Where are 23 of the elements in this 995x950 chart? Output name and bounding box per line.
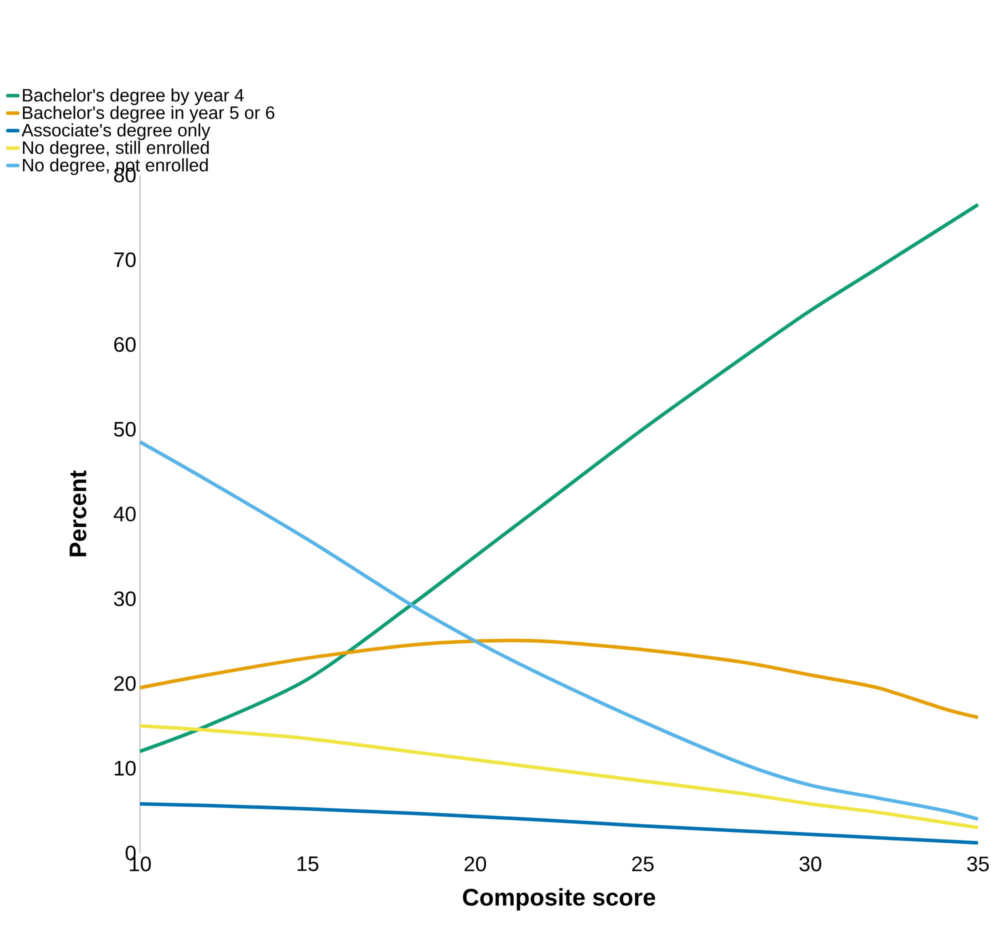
y-tick-label: 70	[114, 252, 136, 268]
x-tick-label: 20	[464, 856, 486, 872]
y-tick-label: 40	[114, 506, 136, 522]
x-axis-title: Composite score	[462, 888, 656, 910]
y-tick-label: 60	[114, 337, 136, 352]
line-series	[138, 202, 980, 754]
x-tick-label: 25	[632, 856, 654, 872]
line-series	[138, 638, 980, 720]
x-tick-label: 15	[298, 856, 318, 872]
line-series	[138, 802, 980, 845]
legend-label: Associate's degree only	[22, 123, 210, 140]
y-tick-label: 30	[114, 591, 136, 606]
x-tick-label: 35	[967, 856, 989, 872]
y-axis-title: Percent	[70, 470, 86, 556]
legend-label: Bachelor's degree in year 5 or 6	[23, 106, 274, 123]
y-tick-label: 20	[114, 676, 136, 691]
legend-label: Bachelor's degree by year 4	[23, 88, 244, 106]
y-tick-label: 50	[114, 422, 136, 437]
line-series	[138, 440, 980, 821]
y-tick-label: 10	[114, 760, 136, 776]
x-tick-label: 30	[800, 856, 822, 872]
legend-label: No degree, still enrolled	[23, 140, 209, 158]
line-series	[138, 724, 980, 830]
